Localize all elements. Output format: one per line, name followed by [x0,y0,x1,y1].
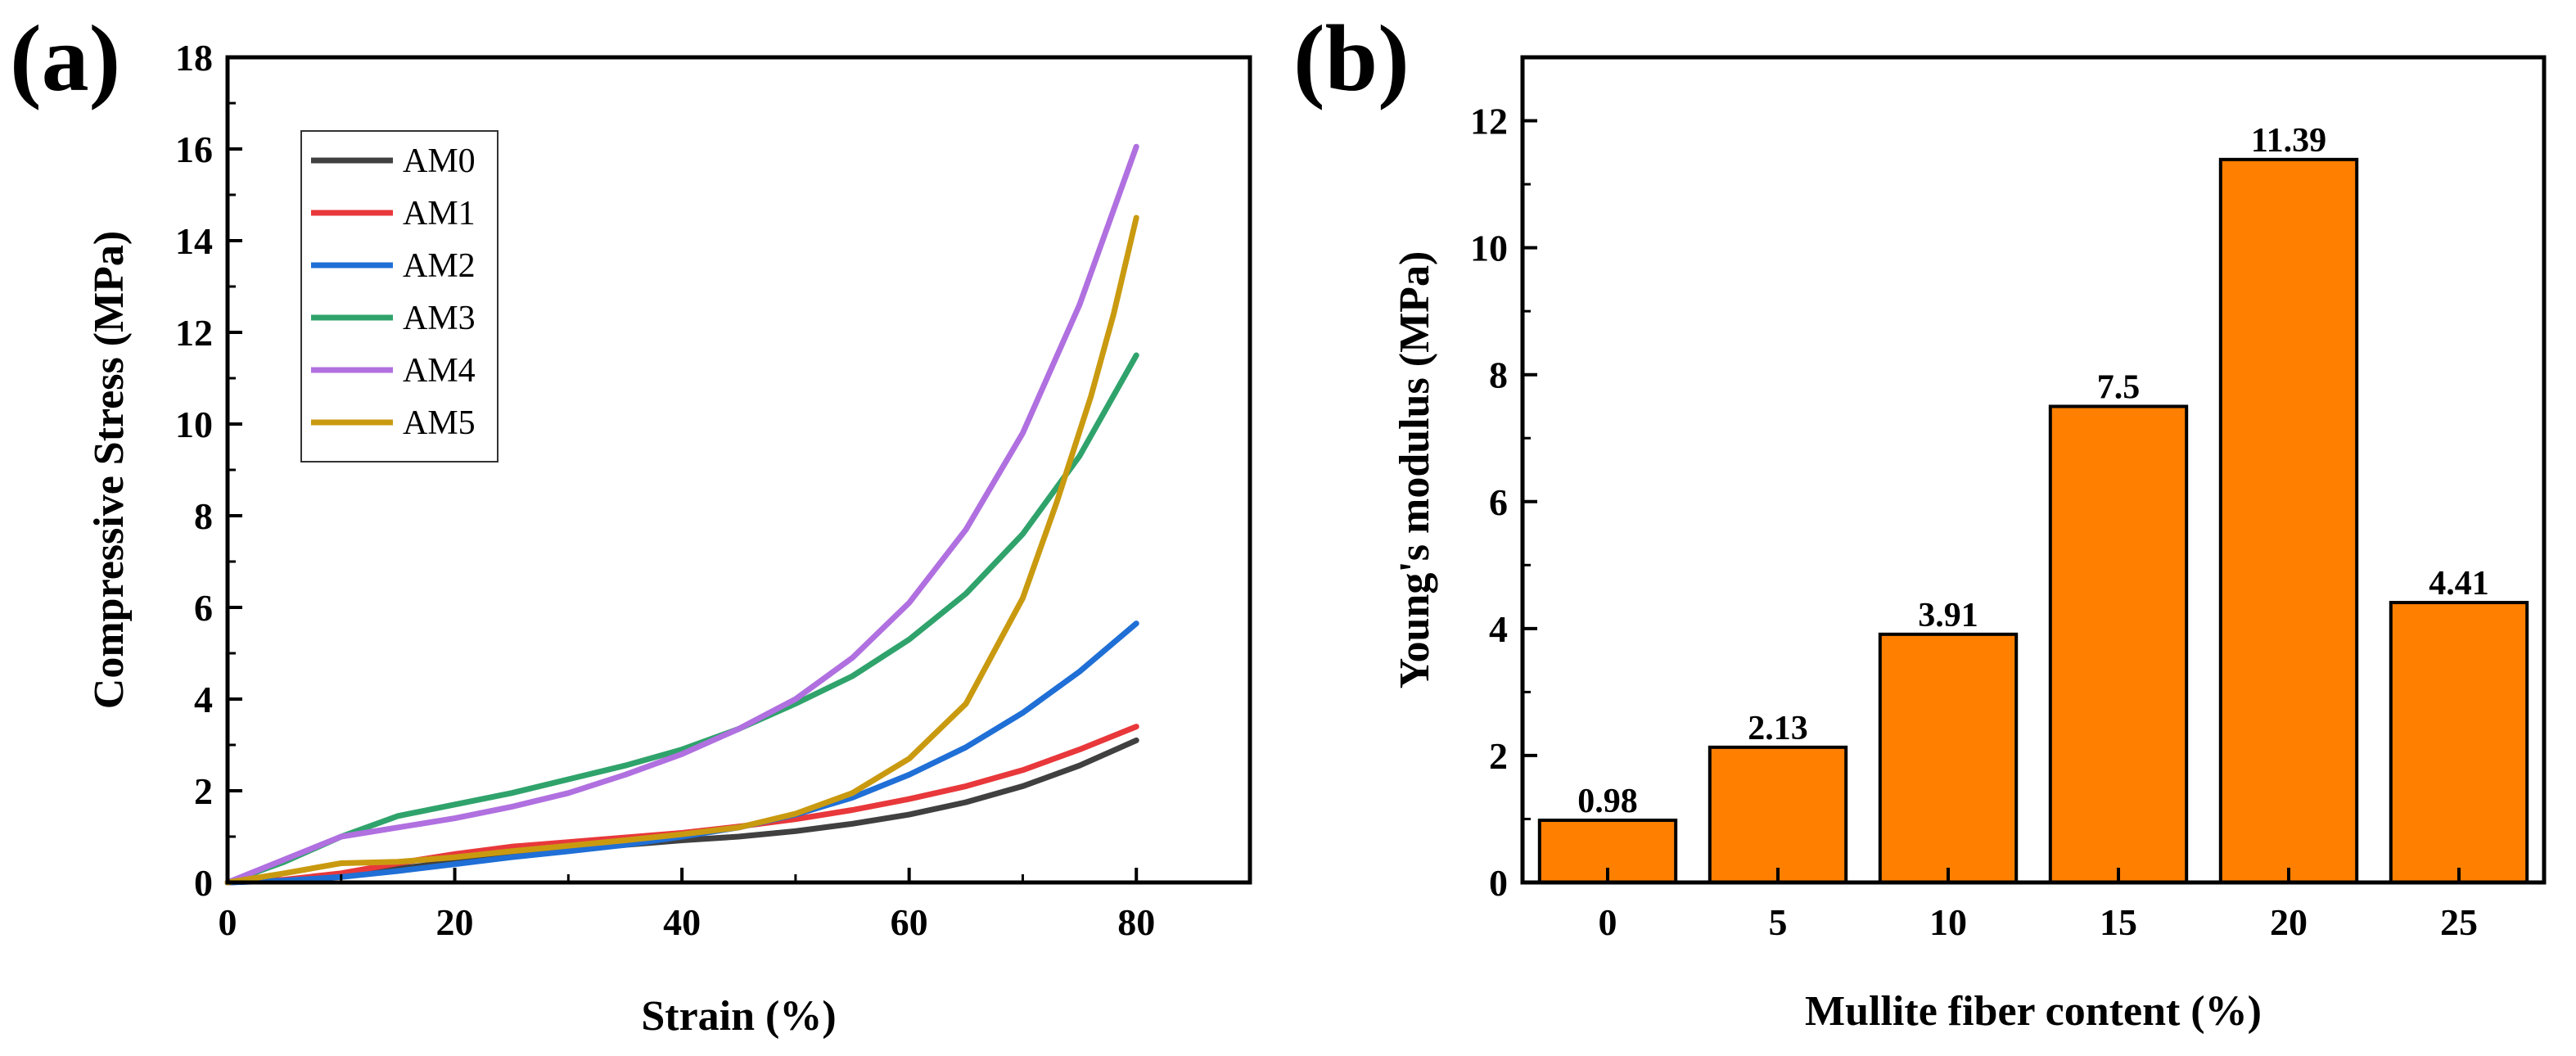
bar-15 [2048,404,2189,884]
panel-b-frame [1520,55,2547,885]
bar-value-label: 3.91 [1918,597,1978,634]
y-tick-label: 0 [1489,862,1508,904]
x-tick-label: 20 [2270,901,2308,943]
y-tick-label: 4 [194,679,213,720]
x-tick-label: 20 [436,901,474,943]
y-tick-label: 6 [1489,481,1508,523]
legend-entry-am0: AM0 [403,142,476,180]
y-tick-label: 12 [175,312,213,354]
bar-20 [2218,157,2359,885]
y-tick-label: 4 [1489,608,1508,650]
x-tick-label: 0 [1599,901,1617,943]
panel-a-label: (a) [10,7,120,111]
y-tick-label: 10 [175,404,213,445]
y-tick-label: 8 [194,495,213,537]
x-tick-label: 10 [1929,901,1967,943]
y-tick-label: 10 [1470,228,1508,269]
y-tick-label: 2 [1489,735,1508,777]
y-tick-label: 0 [194,862,213,904]
x-tick-label: 60 [891,901,928,943]
legend-entry-am2: AM2 [403,247,476,285]
series-line-am4 [224,143,1139,886]
bar-5 [1708,745,1848,884]
panel-b-x-axis-title: Mullite fiber content (%) [1805,988,2262,1035]
x-tick-label: 25 [2440,901,2478,943]
x-tick-label: 15 [2100,901,2137,943]
x-tick-label: 40 [663,901,701,943]
panel-b-y-axis-title: Young's modulus (MPa) [1392,251,1438,689]
panel-b-label: (b) [1293,7,1410,111]
panel-b-youngs-modulus-chart: (b) 0.98 0 2.13 5 3.91 10 7.5 15 11.39 20 4.41 25 0 2… [1293,7,2547,1035]
bar-value-label: 7.5 [2097,368,2141,406]
legend-box [300,130,499,463]
series-line-am5 [224,214,1139,886]
y-tick-label: 8 [1489,354,1508,396]
panel-a-x-axis-title: Strain (%) [641,993,836,1040]
bar-value-label: 4.41 [2429,565,2489,602]
bar-value-label: 11.39 [2251,122,2326,160]
panel-a-plot-area: 0 20 40 60 80024681012141618AM0AM1AM2AM3AM4A… [175,37,1252,943]
y-tick-label: 6 [194,587,213,629]
legend-entry-am3: AM3 [403,300,476,337]
bar-value-label: 2.13 [1748,710,1808,747]
y-tick-label: 12 [1470,101,1508,142]
y-tick-label: 14 [175,220,213,262]
panel-b-plot-area: 0.98 0 2.13 5 3.91 10 7.5 15 11.39 20 4.41 25 0 2 4 6 8 1… [1470,55,2547,943]
legend-entry-am4: AM4 [403,352,476,390]
panel-a-stress-strain-chart: (a) 0 20 40 60 80 0 2 4 6 8 10 12 14 16 18 AM0 AM1 AM2 AM3… [10,7,1252,1040]
bar-value-label: 0.98 [1577,783,1638,820]
legend-entry-am1: AM1 [403,195,476,232]
y-tick-label: 2 [194,770,213,812]
panel-a-y-axis-title: Compressive Stress (MPa) [86,231,133,709]
y-tick-label: 16 [175,129,213,170]
x-tick-label: 80 [1117,901,1155,943]
series-line-am3 [224,352,1139,886]
y-tick-label: 18 [175,37,213,79]
legend-entry-am5: AM5 [403,404,476,442]
x-tick-label: 5 [1769,901,1788,943]
x-tick-label: 0 [219,901,237,943]
bar-25 [2389,601,2529,884]
panel-a-legend: AM0 AM1 AM2 AM3 AM4 AM5 [300,130,499,463]
bar-10 [1878,632,2019,884]
